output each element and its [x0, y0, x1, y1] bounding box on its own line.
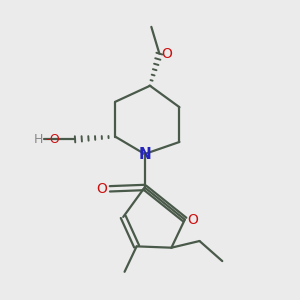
Text: O: O [161, 46, 172, 61]
Text: H: H [34, 133, 43, 146]
Text: N: N [138, 146, 151, 161]
Text: O: O [188, 213, 198, 226]
Text: -O: -O [46, 133, 60, 146]
Text: O: O [96, 182, 106, 196]
